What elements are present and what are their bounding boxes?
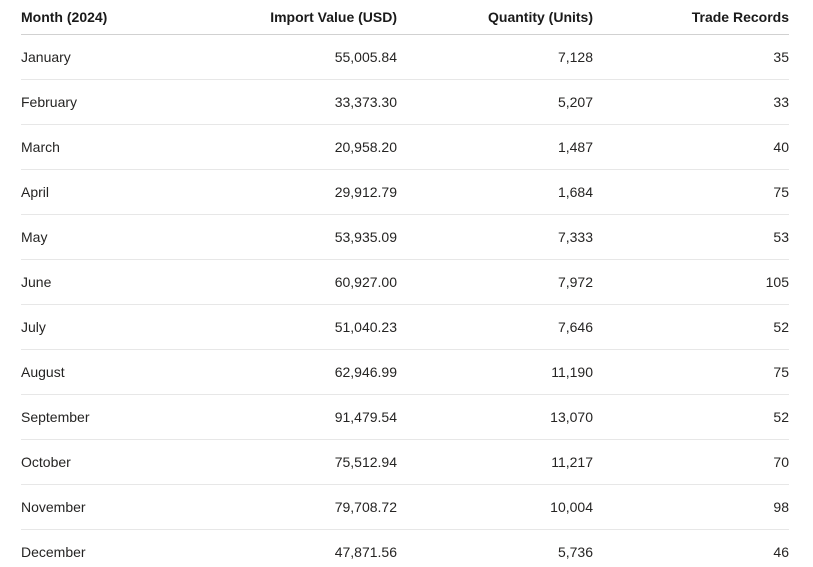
trade-records-cell: 75 [593, 349, 789, 395]
import-value-cell: 51,040.23 [201, 304, 397, 350]
trade-records-cell: 33 [593, 79, 789, 125]
trade-records-cell: 105 [593, 259, 789, 305]
month-cell: October [21, 439, 201, 485]
table-row: February 33,373.30 5,207 33 [21, 79, 789, 125]
month-cell: April [21, 169, 201, 215]
trade-records-cell: 40 [593, 124, 789, 170]
table-row: November 79,708.72 10,004 98 [21, 484, 789, 530]
table-row: August 62,946.99 11,190 75 [21, 349, 789, 395]
quantity-cell: 1,684 [397, 169, 593, 215]
table-header-row: Month (2024) Import Value (USD) Quantity… [21, 0, 789, 35]
quantity-cell: 11,190 [397, 349, 593, 395]
quantity-cell: 7,646 [397, 304, 593, 350]
month-cell: December [21, 544, 86, 560]
month-cell: February [21, 79, 201, 125]
quantity-cell: 10,004 [397, 484, 593, 530]
quantity-cell: 7,128 [397, 34, 593, 80]
table-row: September 91,479.54 13,070 52 [21, 394, 789, 440]
monthly-trade-table: Month (2024) Import Value (USD) Quantity… [21, 0, 789, 567]
quantity-cell: 5,736 [557, 544, 593, 560]
month-cell: January [21, 34, 201, 80]
month-cell: July [21, 304, 201, 350]
trade-records-cell: 46 [773, 544, 789, 560]
quantity-cell: 13,070 [397, 394, 593, 440]
column-header-quantity: Quantity (Units) [397, 0, 593, 35]
table-row: December 47,871.56 5,736 46 [21, 530, 789, 567]
table-row: June 60,927.00 7,972 105 [21, 259, 789, 305]
column-header-import-value: Import Value (USD) [201, 0, 397, 35]
import-value-cell: 47,871.56 [334, 544, 397, 560]
quantity-cell: 11,217 [397, 439, 593, 485]
import-value-cell: 29,912.79 [201, 169, 397, 215]
trade-records-cell: 75 [593, 169, 789, 215]
month-cell: May [21, 214, 201, 260]
table-row: May 53,935.09 7,333 53 [21, 214, 789, 260]
table-row: July 51,040.23 7,646 52 [21, 304, 789, 350]
quantity-cell: 1,487 [397, 124, 593, 170]
month-cell: June [21, 259, 201, 305]
trade-records-cell: 52 [593, 304, 789, 350]
quantity-cell: 7,972 [397, 259, 593, 305]
trade-records-cell: 35 [593, 34, 789, 80]
month-cell: August [21, 349, 201, 395]
table-row: January 55,005.84 7,128 35 [21, 34, 789, 80]
trade-records-cell: 52 [593, 394, 789, 440]
import-value-cell: 75,512.94 [201, 439, 397, 485]
import-value-cell: 91,479.54 [201, 394, 397, 440]
import-value-cell: 62,946.99 [201, 349, 397, 395]
column-header-trade-records: Trade Records [593, 0, 789, 35]
import-value-cell: 55,005.84 [201, 34, 397, 80]
table-row: October 75,512.94 11,217 70 [21, 439, 789, 485]
month-cell: September [21, 394, 201, 440]
table-body: January 55,005.84 7,128 35 February 33,373.30… [21, 34, 789, 567]
month-cell: March [21, 124, 201, 170]
column-header-month: Month (2024) [21, 0, 201, 35]
trade-records-cell: 98 [593, 484, 789, 530]
trade-records-cell: 53 [593, 214, 789, 260]
import-value-cell: 33,373.30 [201, 79, 397, 125]
import-value-cell: 20,958.20 [201, 124, 397, 170]
import-value-cell: 60,927.00 [201, 259, 397, 305]
month-cell: November [21, 484, 201, 530]
table-row: April 29,912.79 1,684 75 [21, 169, 789, 215]
trade-records-cell: 70 [593, 439, 789, 485]
table-row: March 20,958.20 1,487 40 [21, 124, 789, 170]
quantity-cell: 7,333 [397, 214, 593, 260]
quantity-cell: 5,207 [397, 79, 593, 125]
import-value-cell: 79,708.72 [201, 484, 397, 530]
import-value-cell: 53,935.09 [201, 214, 397, 260]
